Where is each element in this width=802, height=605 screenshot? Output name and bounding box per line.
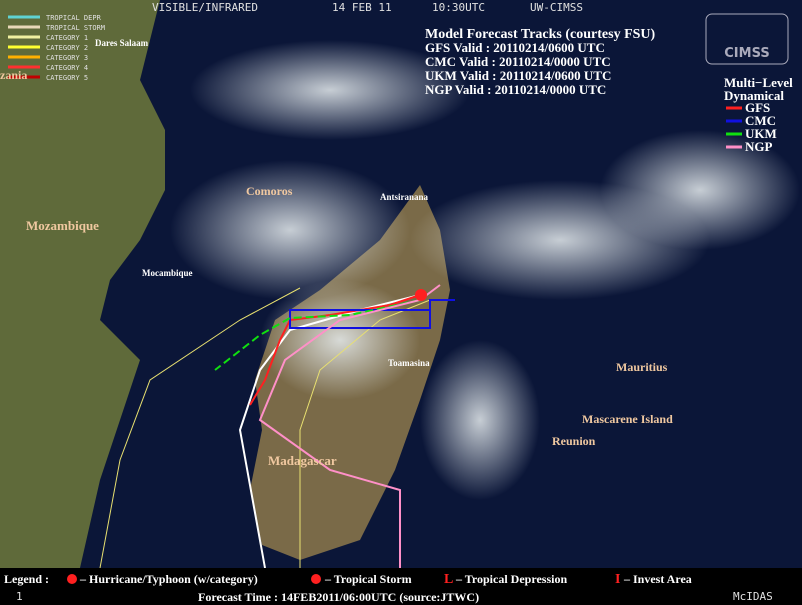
place: Dares Salaam xyxy=(95,38,149,48)
header-time: 10:30UTC xyxy=(432,1,485,14)
model-name: CMC xyxy=(745,113,776,128)
header: VISIBLE/INFRARED 14 FEB 11 10:30UTC UW-C… xyxy=(152,1,583,14)
footer-bar xyxy=(0,568,802,605)
place: Mozambique xyxy=(26,218,99,233)
legend-item: – Invest Area xyxy=(623,572,692,586)
model-name: NGP xyxy=(745,139,773,154)
place: Antsiranana xyxy=(380,192,429,202)
place: zania xyxy=(0,68,27,82)
logo: CIMSS xyxy=(705,13,789,65)
model-valid: NGP Valid : 20110214/0000 UTC xyxy=(425,82,606,97)
legend-label: CATEGORY 4 xyxy=(46,64,88,72)
model-name: UKM xyxy=(745,126,777,141)
legend-title: Legend : xyxy=(4,572,49,586)
place: Comoros xyxy=(246,184,293,198)
legend-label: CATEGORY 5 xyxy=(46,74,88,82)
place: Reunion xyxy=(552,434,596,448)
legend-label: TROPICAL DEPR xyxy=(46,14,102,22)
model-valid: CMC Valid : 20110214/0000 UTC xyxy=(425,54,611,69)
software: McIDAS xyxy=(733,590,773,603)
frame-number: 1 xyxy=(16,590,23,603)
model-info: Model Forecast Tracks (courtesy FSU) GFS… xyxy=(425,27,793,103)
intensity-legend: TROPICAL DEPR TROPICAL STORM CATEGORY 1 CAT… xyxy=(8,14,105,82)
model-group: Dynamical xyxy=(724,88,784,103)
place: Mauritius xyxy=(616,360,668,374)
place-labels: Dares Salaam zania Comoros Antsiranana M… xyxy=(0,38,673,468)
model-title: Model Forecast Tracks (courtesy FSU) xyxy=(425,27,656,42)
header-source: UW-CIMSS xyxy=(530,1,583,14)
clouds xyxy=(170,40,800,500)
legend-label: CATEGORY 2 xyxy=(46,44,88,52)
legend-label: CATEGORY 3 xyxy=(46,54,88,62)
legend-label: CATEGORY 1 xyxy=(46,34,88,42)
place: Madagascar xyxy=(268,453,337,468)
footer: Legend : – Hurricane/Typhoon (w/category… xyxy=(4,572,692,604)
legend-symbol: I xyxy=(615,572,620,587)
legend-item: – Tropical Depression xyxy=(455,572,567,586)
place: Mascarene Island xyxy=(582,412,673,426)
legend-item: – Tropical Storm xyxy=(324,572,412,586)
forecast-time: Forecast Time : 14FEB2011/06:00UTC (sour… xyxy=(198,590,479,604)
place: Mocambique xyxy=(142,268,193,278)
legend-symbol: L xyxy=(444,572,453,587)
model-name: GFS xyxy=(745,100,770,115)
legend-label: TROPICAL STORM xyxy=(46,24,105,32)
storm-position xyxy=(415,289,427,301)
tracks xyxy=(99,284,455,569)
legend-item: – Hurricane/Typhoon (w/category) xyxy=(79,572,258,586)
africa xyxy=(0,0,165,568)
model-group: Multi−Level xyxy=(724,75,793,90)
logo-text: CIMSS xyxy=(724,46,769,61)
model-valid: UKM Valid : 20110214/0600 UTC xyxy=(425,68,611,83)
header-date: 14 FEB 11 xyxy=(332,1,392,14)
place: Toamasina xyxy=(388,358,430,368)
header-product: VISIBLE/INFRARED xyxy=(152,1,258,14)
model-valid: GFS Valid : 20110214/0600 UTC xyxy=(425,40,605,55)
